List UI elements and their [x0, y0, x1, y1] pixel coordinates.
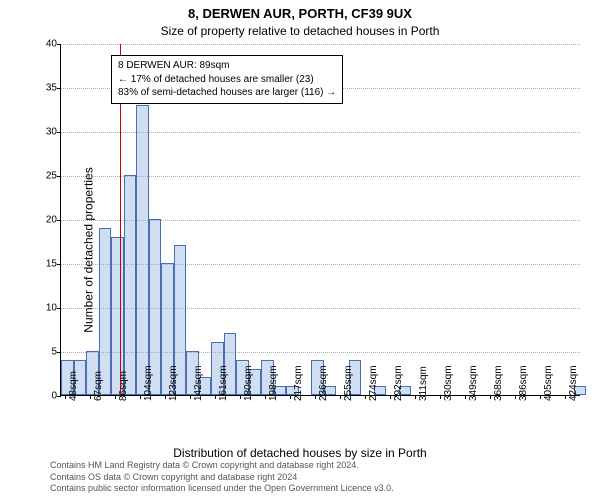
xtick-mark — [340, 395, 341, 399]
xtick-mark — [215, 395, 216, 399]
ytick-label: 10 — [46, 303, 61, 314]
chart-title: 8, DERWEN AUR, PORTH, CF39 9UX — [0, 6, 600, 21]
xtick-mark — [140, 395, 141, 399]
xtick-mark — [165, 395, 166, 399]
footer-attribution: Contains HM Land Registry data © Crown c… — [50, 460, 394, 494]
xtick-mark — [465, 395, 466, 399]
xtick-label: 405sqm — [543, 365, 554, 401]
xtick-label: 368sqm — [493, 365, 504, 401]
xtick-label: 349sqm — [468, 365, 479, 401]
annotation-box: 8 DERWEN AUR: 89sqm← 17% of detached hou… — [111, 55, 343, 104]
xtick-label: 161sqm — [218, 365, 229, 401]
xtick-label: 180sqm — [243, 365, 254, 401]
xtick-label: 104sqm — [143, 365, 154, 401]
ytick-label: 0 — [51, 391, 61, 402]
xtick-mark — [265, 395, 266, 399]
xtick-label: 292sqm — [393, 365, 404, 401]
footer-line: Contains OS data © Crown copyright and d… — [50, 472, 394, 483]
ytick-label: 25 — [46, 171, 61, 182]
xtick-mark — [540, 395, 541, 399]
xtick-label: 386sqm — [518, 365, 529, 401]
annotation-line: 83% of semi-detached houses are larger (… — [118, 86, 336, 100]
xtick-mark — [490, 395, 491, 399]
xtick-label: 236sqm — [318, 365, 329, 401]
xtick-mark — [315, 395, 316, 399]
xtick-label: 48sqm — [68, 371, 79, 401]
xtick-label: 311sqm — [418, 366, 429, 401]
xtick-mark — [90, 395, 91, 399]
xtick-mark — [65, 395, 66, 399]
chart-subtitle: Size of property relative to detached ho… — [0, 24, 600, 38]
xtick-label: 123sqm — [168, 365, 179, 401]
xtick-mark — [365, 395, 366, 399]
footer-line: Contains public sector information licen… — [50, 483, 394, 494]
ytick-label: 35 — [46, 83, 61, 94]
ytick-label: 30 — [46, 127, 61, 138]
annotation-line: 8 DERWEN AUR: 89sqm — [118, 59, 336, 73]
xtick-mark — [515, 395, 516, 399]
xtick-label: 330sqm — [443, 365, 454, 401]
ytick-label: 15 — [46, 259, 61, 270]
xtick-label: 424sqm — [568, 365, 579, 401]
xtick-mark — [240, 395, 241, 399]
grid-line — [61, 44, 580, 45]
xtick-label: 217sqm — [293, 365, 304, 401]
annotation-line: ← 17% of detached houses are smaller (23… — [118, 73, 336, 87]
xtick-mark — [115, 395, 116, 399]
xtick-label: 67sqm — [93, 371, 104, 401]
plot-area: 051015202530354048sqm67sqm86sqm104sqm123… — [60, 44, 580, 396]
xtick-label: 198sqm — [268, 365, 279, 401]
xtick-label: 274sqm — [368, 365, 379, 401]
histogram-bar — [136, 105, 149, 395]
xtick-mark — [190, 395, 191, 399]
ytick-label: 20 — [46, 215, 61, 226]
footer-line: Contains HM Land Registry data © Crown c… — [50, 460, 394, 471]
histogram-bar — [124, 175, 137, 395]
xtick-label: 142sqm — [193, 365, 204, 401]
xtick-mark — [440, 395, 441, 399]
ytick-label: 5 — [51, 347, 61, 358]
ytick-label: 40 — [46, 39, 61, 50]
xtick-label: 255sqm — [343, 365, 354, 401]
xtick-mark — [565, 395, 566, 399]
xtick-mark — [415, 395, 416, 399]
x-axis-label: Distribution of detached houses by size … — [0, 446, 600, 460]
xtick-mark — [390, 395, 391, 399]
xtick-mark — [290, 395, 291, 399]
histogram-bar — [99, 228, 112, 395]
